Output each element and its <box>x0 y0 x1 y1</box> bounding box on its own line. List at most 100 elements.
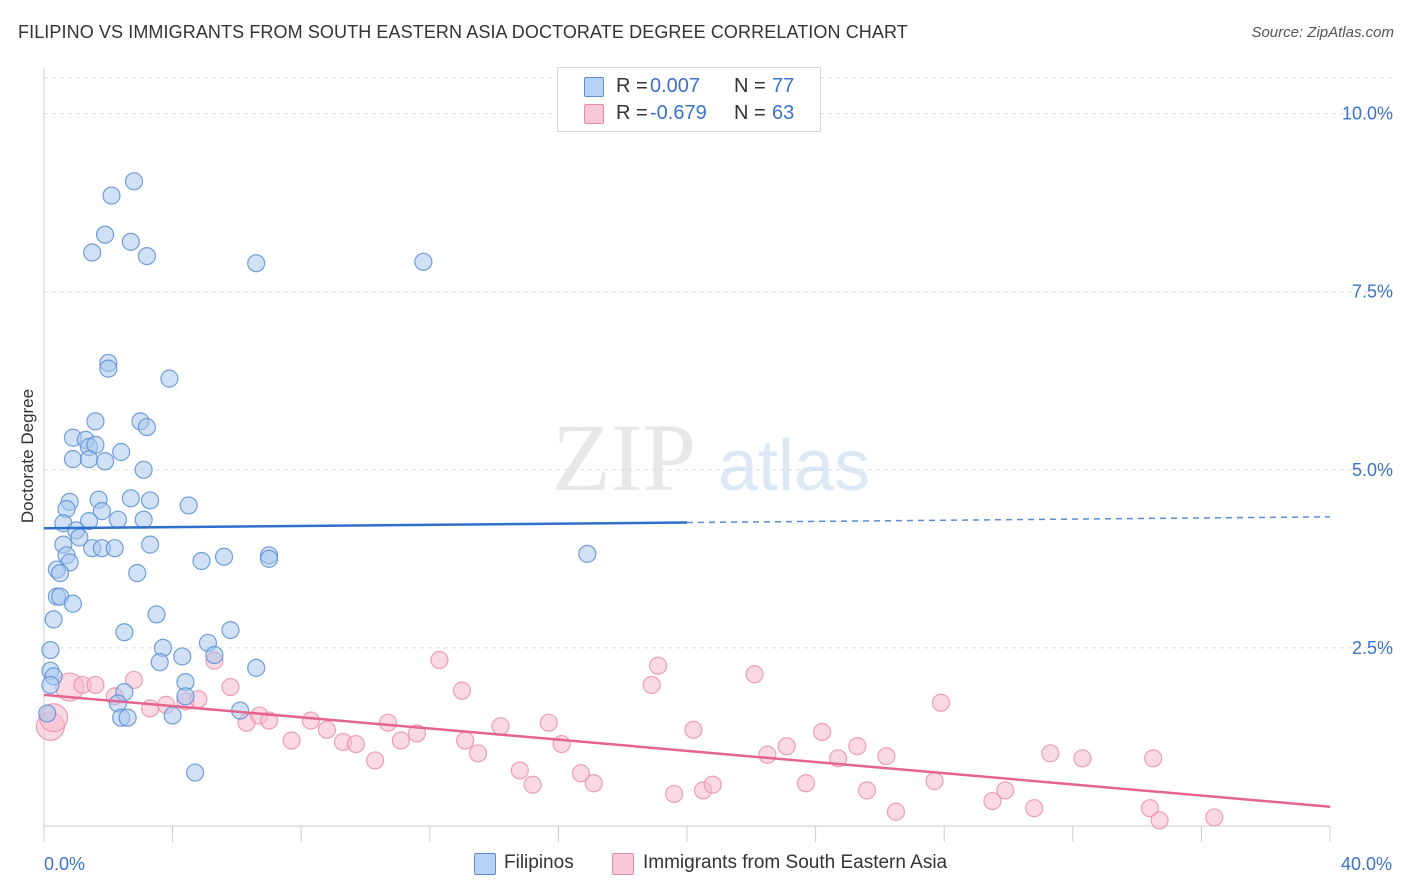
data-point-filipinos <box>63 450 83 469</box>
data-point-filipinos <box>41 640 60 660</box>
data-point-filipinos <box>63 594 83 613</box>
chart-title: FILIPINO VS IMMIGRANTS FROM SOUTH EASTER… <box>18 22 908 42</box>
data-point-filipinos <box>108 510 128 529</box>
data-point-immigrants <box>931 693 951 712</box>
data-point-immigrants <box>665 784 684 804</box>
data-point-immigrants <box>777 737 796 756</box>
series-filipinos-points <box>38 172 597 782</box>
data-point-filipinos <box>95 225 115 244</box>
data-point-immigrants <box>1150 811 1169 830</box>
data-point-filipinos <box>192 551 211 571</box>
data-point-filipinos <box>41 675 60 695</box>
data-point-filipinos <box>134 460 153 479</box>
data-point-filipinos <box>86 412 105 431</box>
trend-line-immigrants <box>43 693 1331 809</box>
source-credit: Source: ZipAtlas.com <box>1251 24 1394 41</box>
data-point-immigrants <box>1144 749 1163 768</box>
data-point-immigrants <box>886 802 906 821</box>
bottom-legend-label: Filipinos <box>504 852 574 873</box>
series-immigrants-points <box>35 650 1224 830</box>
data-point-immigrants <box>407 724 427 743</box>
data-point-filipinos <box>160 369 179 388</box>
bottom-legend-swatch-pink <box>612 853 634 875</box>
tick-labels: 2.5% 5.0% 7.5% 10.0% 0.0% 40.0% <box>44 104 1393 874</box>
data-point-immigrants <box>391 731 410 750</box>
y-axis-label: Doctorate Degree <box>18 389 37 523</box>
data-point-immigrants <box>812 722 832 742</box>
data-point-filipinos <box>414 252 433 271</box>
trend-lines <box>43 516 1331 809</box>
legend-n-label: N = <box>734 102 766 124</box>
data-point-filipinos <box>140 535 160 554</box>
y-tick-label: 7.5% <box>1352 282 1393 302</box>
data-point-immigrants <box>552 734 571 754</box>
data-point-filipinos <box>137 246 156 266</box>
data-point-filipinos <box>147 605 166 624</box>
legend-swatch-blue <box>584 77 604 97</box>
data-point-filipinos <box>173 647 192 666</box>
data-point-immigrants <box>1073 749 1092 768</box>
data-point-immigrants <box>703 775 722 794</box>
data-point-immigrants <box>584 774 603 793</box>
watermark: ZIP atlas <box>552 404 870 511</box>
data-point-filipinos <box>140 491 160 510</box>
data-point-immigrants <box>221 677 240 697</box>
data-point-filipinos <box>83 243 102 262</box>
data-point-filipinos <box>79 512 99 531</box>
data-point-filipinos <box>95 452 115 471</box>
data-point-immigrants <box>983 791 1002 811</box>
data-point-filipinos <box>247 658 266 677</box>
data-point-immigrants <box>1140 799 1160 818</box>
data-point-filipinos <box>221 620 240 640</box>
data-point-filipinos <box>99 359 118 378</box>
data-point-filipinos <box>50 564 70 583</box>
x-tick-label: 0.0% <box>44 854 85 874</box>
data-point-filipinos <box>121 489 140 508</box>
data-point-filipinos <box>44 610 63 629</box>
data-point-immigrants <box>648 656 668 675</box>
legend-r-value: 0.007 <box>650 75 701 97</box>
y-tick-label: 10.0% <box>1342 104 1393 124</box>
data-point-filipinos <box>247 254 266 273</box>
data-point-filipinos <box>163 706 182 725</box>
data-point-filipinos <box>214 547 234 566</box>
data-point-immigrants <box>996 781 1015 800</box>
legend-r-label: R = <box>616 102 648 124</box>
data-point-immigrants <box>282 731 301 750</box>
watermark-zip: ZIP <box>552 404 696 511</box>
legend-swatch-pink <box>584 104 604 124</box>
data-point-immigrants <box>571 764 591 783</box>
bottom-legend-swatch-blue <box>474 853 496 875</box>
data-point-immigrants <box>796 774 816 793</box>
grid-lines <box>44 77 1392 649</box>
legend-n-value: 63 <box>772 102 795 124</box>
data-point-immigrants <box>877 747 896 766</box>
data-point-filipinos <box>92 502 111 521</box>
data-point-immigrants <box>1025 799 1044 818</box>
data-point-filipinos <box>128 564 147 583</box>
data-point-immigrants <box>1205 808 1224 827</box>
data-point-immigrants <box>745 665 764 684</box>
data-point-filipinos <box>578 544 597 563</box>
data-point-immigrants <box>468 744 488 763</box>
legend-n-label: N = <box>734 75 766 97</box>
legend-n-value: 77 <box>772 75 795 97</box>
data-point-filipinos <box>186 763 205 782</box>
data-point-immigrants <box>456 731 475 750</box>
axes <box>43 68 1331 842</box>
data-point-immigrants <box>642 675 661 695</box>
data-point-immigrants <box>452 681 472 700</box>
legend-row-filipinos: R = 0.007 N = 77 <box>558 73 820 101</box>
stats-legend: R = 0.007 N = 77 R = -0.679 N = 63 <box>557 67 821 132</box>
data-point-filipinos <box>137 417 156 437</box>
data-point-filipinos <box>79 450 99 469</box>
data-point-immigrants <box>430 650 449 670</box>
data-point-immigrants <box>317 720 337 739</box>
data-point-immigrants <box>684 720 703 739</box>
data-point-filipinos <box>102 186 121 205</box>
trend-line-filipinos <box>43 521 688 530</box>
legend-r-value: -0.679 <box>650 102 707 124</box>
legend-row-immigrants: R = -0.679 N = 63 <box>558 100 820 128</box>
data-point-filipinos <box>38 704 57 723</box>
